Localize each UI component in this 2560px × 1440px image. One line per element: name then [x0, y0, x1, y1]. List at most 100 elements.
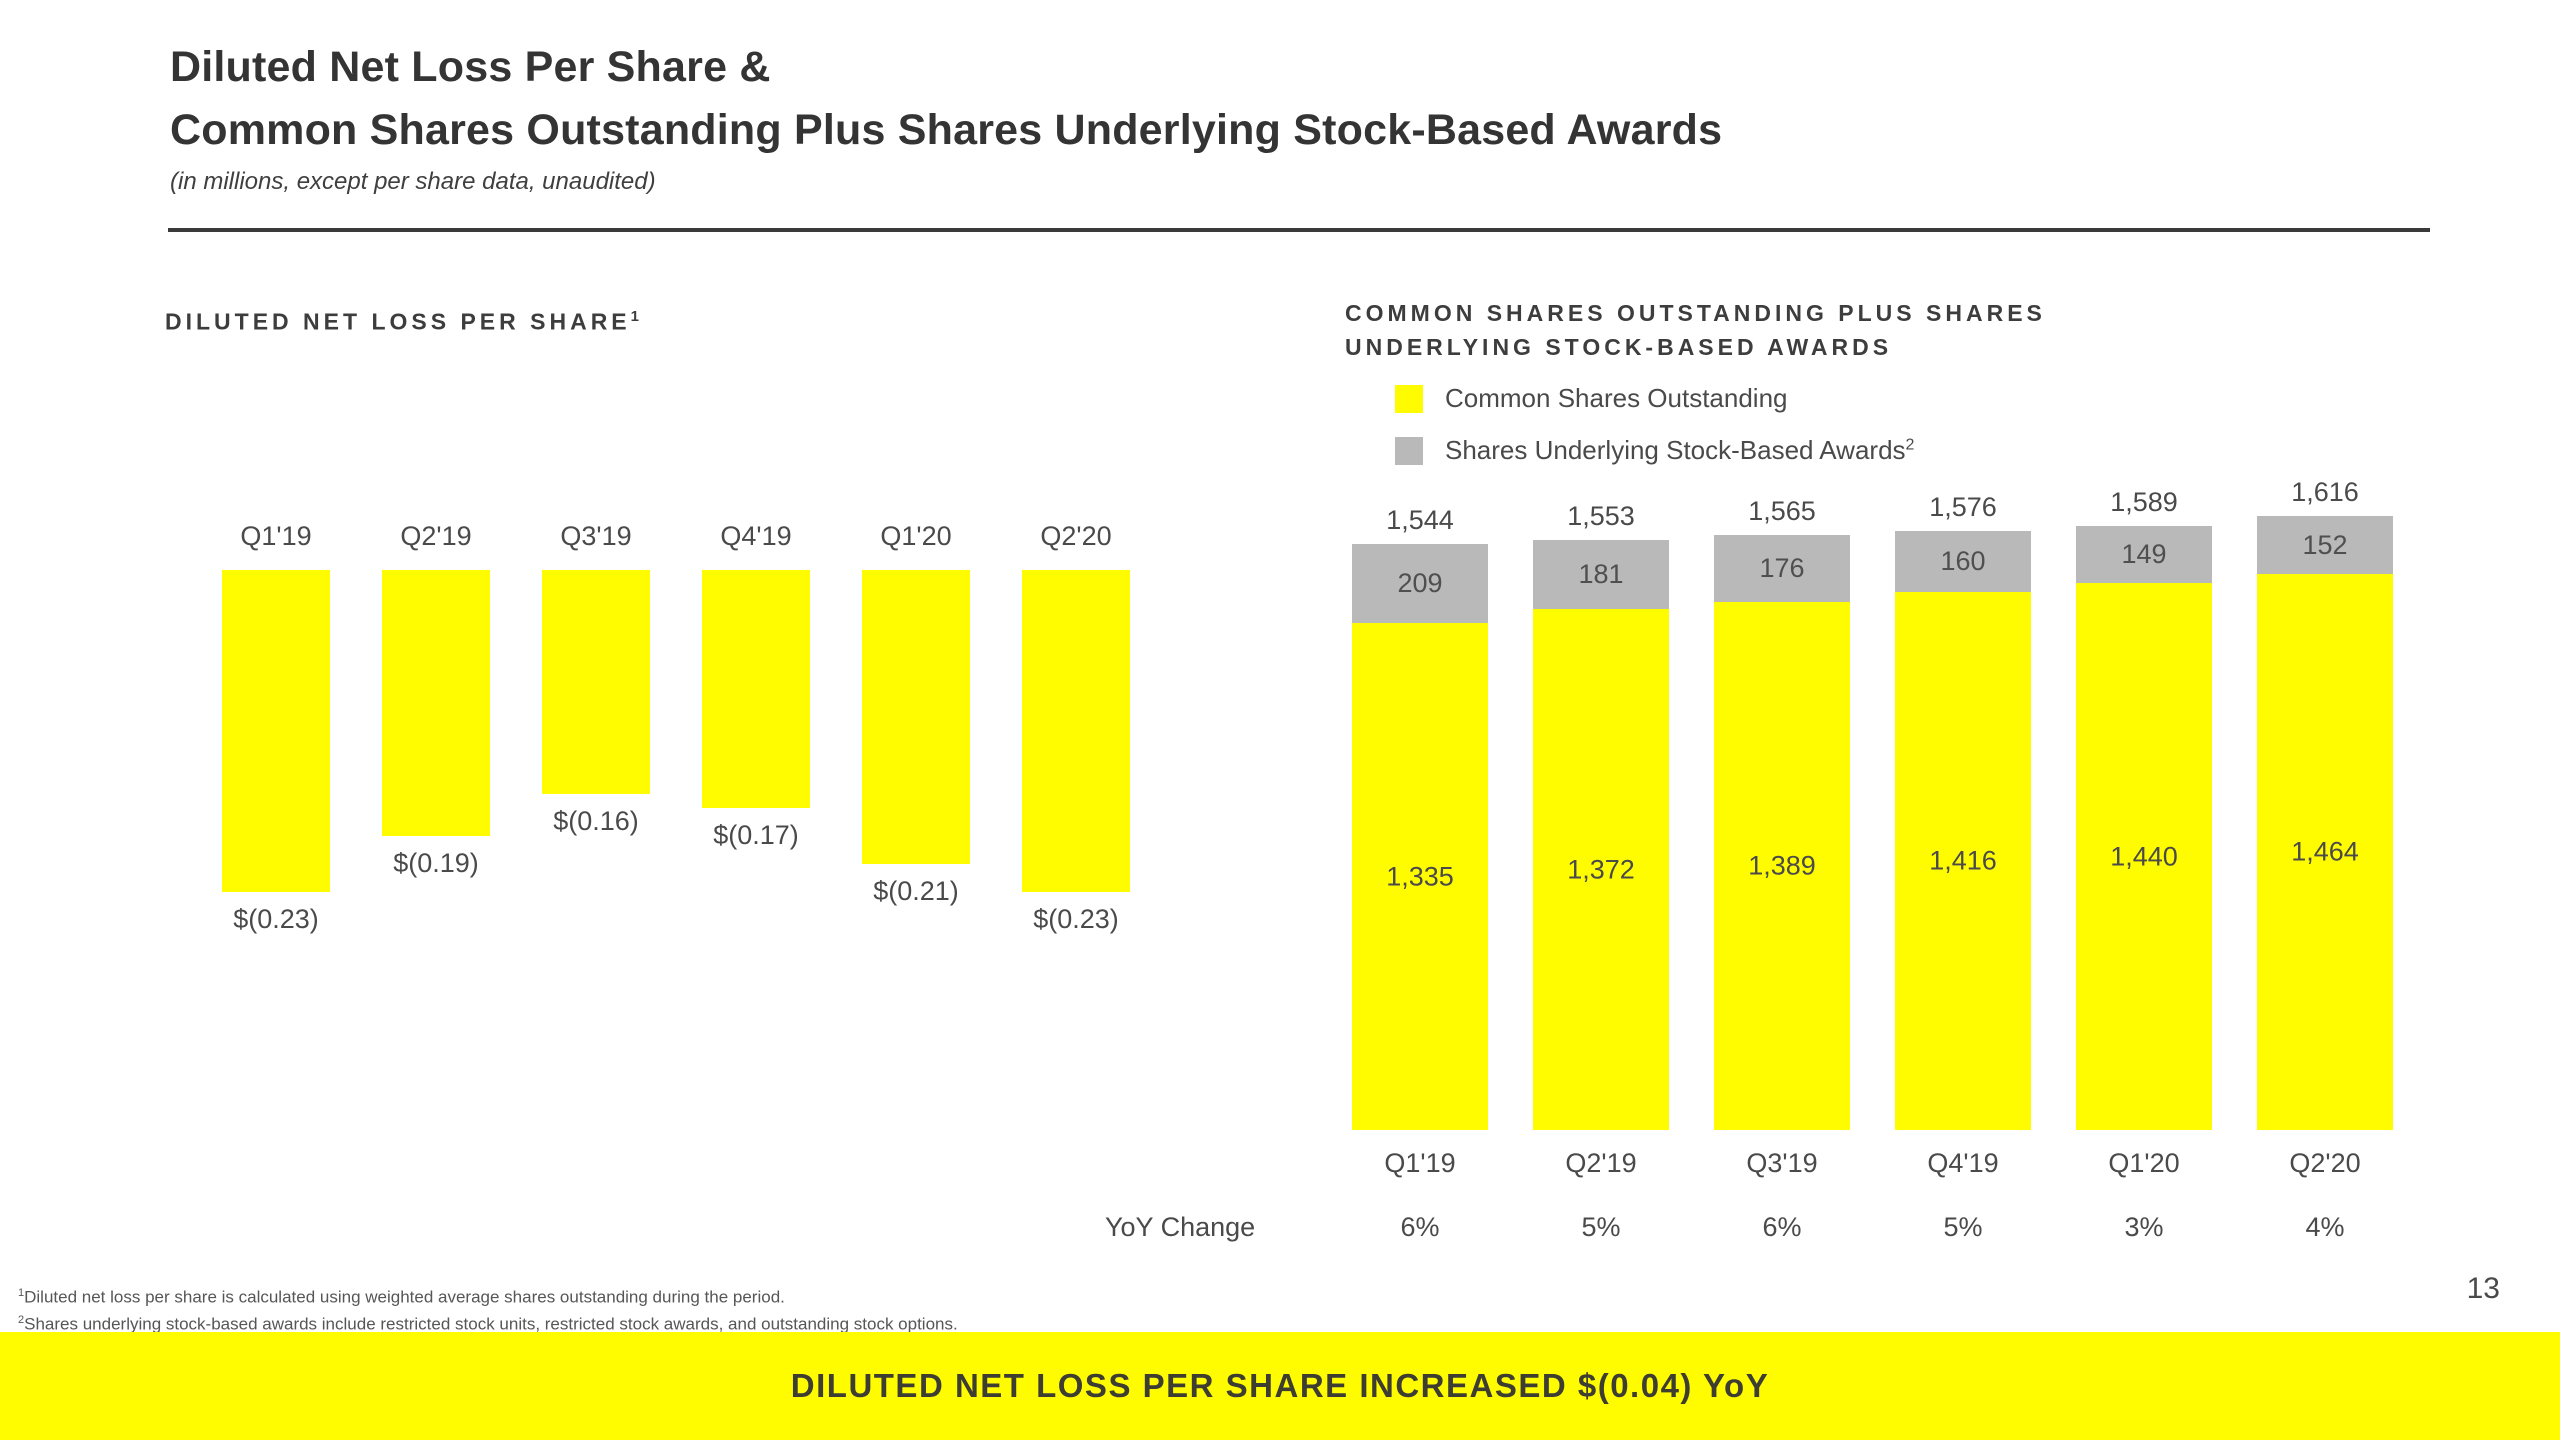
right-chart-column: 1,616 152 1,464	[2257, 477, 2393, 1130]
common-shares-segment: 1,464	[2257, 574, 2393, 1130]
net-loss-bar	[382, 570, 490, 836]
common-shares-value-label: 1,416	[1929, 845, 1997, 876]
net-loss-value-label: $(0.19)	[393, 848, 479, 878]
yoy-change-value: 5%	[1581, 1212, 1621, 1242]
shares-outstanding-x-axis: Q1'19 Q2'19 Q3'19 Q4'19 Q1'20 Q2'20	[1352, 1148, 2393, 1179]
left-chart-category-label: Q1'19	[240, 521, 312, 551]
yoy-change-values: 6% 5% 6% 5% 3% 4%	[1352, 1212, 2393, 1243]
stock-based-awards-value-label: 160	[1940, 546, 1986, 576]
common-shares-value-label: 1,440	[2110, 841, 2178, 871]
left-chart-column: Q2'20 $(0.23)	[1022, 520, 1130, 935]
net-loss-value-label: $(0.17)	[713, 820, 799, 850]
legend-item-stock-based-awards: Shares Underlying Stock-Based Awards2	[1395, 435, 1914, 466]
right-chart-category-label: Q1'19	[1384, 1148, 1456, 1178]
stock-based-awards-segment: 209	[1352, 544, 1488, 623]
left-chart-title: DILUTED NET LOSS PER SHARE1	[165, 300, 639, 339]
right-chart-category-label: Q3'19	[1746, 1148, 1818, 1178]
net-loss-value-label: $(0.16)	[553, 806, 639, 836]
right-chart-title: COMMON SHARES OUTSTANDING PLUS SHARES UN…	[1345, 296, 2046, 364]
slide-title: Diluted Net Loss Per Share & Common Shar…	[170, 36, 2430, 162]
common-shares-value-label: 1,464	[2291, 836, 2359, 867]
stock-based-awards-segment: 149	[2076, 526, 2212, 583]
stock-based-awards-segment: 176	[1714, 535, 1850, 602]
legend-swatch-yellow-icon	[1395, 384, 1423, 413]
footnotes: 1Diluted net loss per share is calculate…	[18, 1282, 958, 1335]
common-shares-segment: 1,372	[1533, 609, 1669, 1130]
right-chart-category-label: Q4'19	[1927, 1148, 1999, 1178]
legend-item-common-shares: Common Shares Outstanding	[1395, 383, 1914, 414]
header-divider	[168, 228, 2430, 232]
yoy-change-value: 6%	[1400, 1212, 1440, 1242]
net-loss-value-label: $(0.23)	[1033, 904, 1119, 934]
stock-based-awards-value-label: 149	[2121, 539, 2167, 569]
net-loss-bar	[1022, 570, 1130, 892]
common-shares-segment: 1,416	[1895, 592, 2031, 1130]
common-shares-segment: 1,440	[2076, 583, 2212, 1130]
right-chart-title-line1: COMMON SHARES OUTSTANDING PLUS SHARES	[1345, 300, 2046, 326]
left-chart-column: Q1'19 $(0.23)	[222, 520, 330, 935]
footnote-2: 2Shares underlying stock-based awards in…	[18, 1313, 958, 1334]
total-shares-label: 1,589	[2110, 487, 2178, 517]
left-chart-column: Q1'20 $(0.21)	[862, 520, 970, 935]
left-chart-category-label: Q2'20	[1040, 521, 1112, 551]
left-chart-column: Q3'19 $(0.16)	[542, 520, 650, 935]
left-chart-category-label: Q2'19	[400, 521, 472, 551]
slide-header: Diluted Net Loss Per Share & Common Shar…	[170, 36, 2430, 196]
stock-based-awards-segment: 181	[1533, 540, 1669, 609]
slide-title-line2: Common Shares Outstanding Plus Shares Un…	[170, 106, 1723, 154]
left-chart-title-text: DILUTED NET LOSS PER SHARE	[165, 308, 631, 335]
net-loss-bar	[862, 570, 970, 864]
net-loss-bar	[702, 570, 810, 808]
yoy-change-value: 6%	[1762, 1212, 1802, 1242]
stock-based-awards-segment: 160	[1895, 531, 2031, 592]
right-chart-column: 1,565 176 1,389	[1714, 496, 1850, 1130]
left-chart-column: Q4'19 $(0.17)	[702, 520, 810, 935]
left-chart-category-label: Q3'19	[560, 521, 632, 551]
left-chart-title-superscript: 1	[630, 308, 639, 325]
common-shares-value-label: 1,335	[1386, 861, 1454, 891]
common-shares-value-label: 1,372	[1567, 854, 1635, 884]
legend-label-stock-based-awards: Shares Underlying Stock-Based Awards2	[1445, 435, 1915, 465]
right-chart-column: 1,553 181 1,372	[1533, 501, 1669, 1130]
common-shares-value-label: 1,389	[1748, 850, 1816, 881]
common-shares-segment: 1,335	[1352, 623, 1488, 1130]
yoy-change-value: 3%	[2124, 1212, 2164, 1242]
right-chart-column: 1,544 209 1,335	[1352, 505, 1488, 1130]
slide-title-line1: Diluted Net Loss Per Share &	[170, 43, 771, 91]
left-chart-category-label: Q4'19	[720, 521, 792, 551]
slide-subtitle: (in millions, except per share data, una…	[170, 168, 656, 195]
stock-based-awards-value-label: 181	[1578, 559, 1624, 589]
yoy-change-row-label: YoY Change	[1105, 1212, 1256, 1242]
footnote-1: 1Diluted net loss per share is calculate…	[18, 1287, 785, 1307]
stock-based-awards-segment: 152	[2257, 516, 2393, 574]
diluted-net-loss-chart: Q1'19 $(0.23) Q2'19 $(0.19) Q3'19 $(0.16) Q4'1…	[222, 520, 1130, 935]
right-chart-column: 1,589 149 1,440	[2076, 487, 2212, 1130]
yoy-change-value: 5%	[1943, 1212, 1983, 1242]
legend-swatch-gray-icon	[1395, 436, 1423, 465]
legend: Common Shares Outstanding Shares Underly…	[1395, 383, 1914, 487]
total-shares-label: 1,565	[1748, 496, 1816, 526]
net-loss-bar	[542, 570, 650, 794]
right-chart-category-label: Q2'19	[1565, 1148, 1637, 1178]
right-chart-category-label: Q2'20	[2289, 1148, 2361, 1178]
banner-text: DILUTED NET LOSS PER SHARE INCREASED $(0…	[790, 1367, 1770, 1404]
stock-based-awards-value-label: 176	[1759, 553, 1805, 583]
net-loss-value-label: $(0.21)	[873, 876, 959, 906]
net-loss-value-label: $(0.23)	[233, 904, 319, 934]
right-chart-column: 1,576 160 1,416	[1895, 492, 2031, 1130]
common-shares-segment: 1,389	[1714, 602, 1850, 1130]
total-shares-label: 1,616	[2291, 477, 2359, 507]
left-chart-category-label: Q1'20	[880, 521, 952, 551]
total-shares-label: 1,553	[1567, 501, 1635, 531]
left-chart-column: Q2'19 $(0.19)	[382, 520, 490, 935]
stock-based-awards-value-label: 209	[1397, 568, 1443, 598]
shares-outstanding-chart: 1,544 209 1,335 1,553 181 1,372 1,565 176 1,389 1…	[1352, 470, 2393, 1130]
right-chart-title-line2: UNDERLYING STOCK-BASED AWARDS	[1345, 334, 1893, 360]
net-loss-bar	[222, 570, 330, 892]
page-number: 13	[2466, 1272, 2500, 1305]
total-shares-label: 1,544	[1386, 505, 1454, 535]
yoy-change-value: 4%	[2305, 1212, 2345, 1242]
stock-based-awards-value-label: 152	[2302, 529, 2348, 560]
legend-label-common-shares: Common Shares Outstanding	[1445, 383, 1788, 413]
